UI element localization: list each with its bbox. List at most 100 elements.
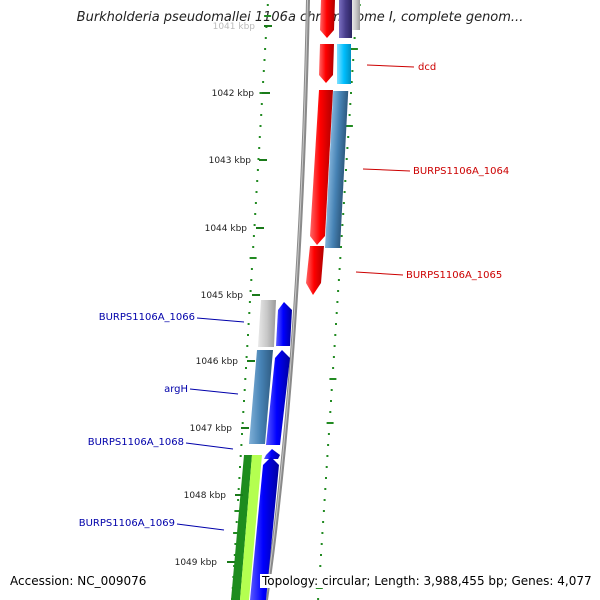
label-leader — [366, 64, 415, 68]
gc-dot — [322, 521, 325, 523]
gc-dot — [253, 224, 256, 226]
gc-dot — [235, 521, 238, 523]
gc-dot — [254, 202, 257, 204]
gc-dot — [242, 411, 245, 413]
gc-dot — [326, 455, 329, 457]
gc-dot — [317, 598, 320, 600]
gc-dot — [237, 488, 240, 490]
gc-dot — [342, 213, 345, 215]
tick-label: 1041 kbp — [213, 22, 256, 32]
gene-label-argh[interactable]: argH — [164, 384, 188, 395]
gc-dot — [330, 389, 333, 391]
feature-steel-argH — [249, 350, 273, 444]
feature-blue-1066 — [276, 302, 292, 346]
map-title: Burkholderia pseudomallei 1106a chromoso… — [76, 10, 524, 25]
feature-blue-argH — [266, 350, 290, 445]
label-leader — [355, 271, 404, 276]
gc-dot — [345, 125, 353, 127]
gc-dot — [264, 37, 267, 39]
feature-steel-1064 — [325, 91, 349, 248]
gc-dot — [244, 378, 247, 380]
gc-dot — [340, 246, 342, 248]
gc-dot — [353, 37, 356, 39]
gc-dot — [335, 312, 338, 314]
tick-label: 1042 kbp — [212, 89, 255, 99]
gc-dot — [348, 114, 351, 116]
feature-blue-1068 — [264, 449, 280, 459]
gene-labels: dcd BURPS1106A_1064 BURPS1106A_1065 BURP… — [79, 62, 509, 531]
gc-dot — [325, 477, 327, 479]
label-leader — [185, 442, 234, 450]
gc-dot — [321, 532, 324, 534]
gc-dot — [252, 246, 255, 248]
gene-label-burps1106a-1069[interactable]: BURPS1106A_1069 — [79, 518, 175, 529]
gc-dot — [346, 147, 349, 149]
gc-dot — [333, 345, 336, 347]
gc-dot — [342, 202, 345, 204]
gc-dot — [233, 554, 236, 556]
gc-dot — [264, 48, 267, 50]
feature-red-dcd — [319, 44, 334, 83]
gc-dot — [250, 279, 253, 281]
gc-dot — [260, 114, 263, 116]
tick-label: 1048 kbp — [184, 491, 227, 501]
gc-dot — [264, 15, 272, 17]
gc-dot — [341, 224, 344, 226]
gc-dot — [239, 466, 241, 468]
gc-dot — [345, 158, 348, 160]
label-leader — [362, 168, 411, 172]
gc-dot — [325, 466, 328, 468]
gene-label-burps1106a-1068[interactable]: BURPS1106A_1068 — [88, 437, 184, 448]
gc-dot — [350, 48, 358, 50]
gc-dot — [337, 279, 340, 281]
gc-dot — [233, 532, 241, 534]
gc-dot — [335, 323, 337, 325]
topology-text: Topology: circular; Length: 3,988,455 bp… — [260, 574, 594, 588]
gc-dot — [252, 235, 255, 237]
gc-dot — [320, 543, 323, 545]
gc-dot — [234, 543, 237, 545]
gc-dot — [262, 70, 265, 72]
gc-dot — [262, 81, 265, 83]
gene-label-burps1106a-1066[interactable]: BURPS1106A_1066 — [99, 312, 195, 323]
gc-dot — [327, 444, 330, 446]
gc-dot — [315, 587, 323, 589]
gc-dot — [347, 136, 350, 138]
feature-red-1065 — [306, 246, 324, 295]
gc-dot — [249, 257, 257, 259]
gc-dot — [243, 389, 246, 391]
gc-dot — [258, 136, 261, 138]
gc-dot — [243, 400, 245, 402]
gc-dot — [352, 59, 355, 61]
gene-label-burps1106a-1065[interactable]: BURPS1106A_1065 — [406, 270, 502, 281]
gc-dot — [320, 554, 322, 556]
gene-label-burps1106a-1064[interactable]: BURPS1106A_1064 — [413, 166, 509, 177]
position-ticks: 1041 kbp 1042 kbp 1043 kbp 1044 kbp 1045… — [175, 22, 272, 568]
gc-dot — [323, 499, 326, 501]
tick-label: 1043 kbp — [209, 156, 252, 166]
gc-dot — [248, 301, 251, 303]
gc-dot — [329, 411, 332, 413]
gc-dot — [238, 477, 241, 479]
gc-dot — [241, 433, 243, 435]
gc-dot — [256, 169, 259, 171]
gc-dot — [327, 433, 330, 435]
gc-dot — [340, 235, 343, 237]
gc-dot — [245, 356, 248, 358]
gc-dot — [349, 103, 352, 105]
gc-dot — [266, 4, 269, 6]
gc-dot — [248, 312, 251, 314]
gc-dot — [345, 169, 347, 171]
gc-dot — [249, 290, 252, 292]
feature-green-1069 — [231, 455, 252, 600]
gene-label-dcd[interactable]: dcd — [418, 62, 436, 73]
gc-dot — [326, 422, 334, 424]
tick-label: 1049 kbp — [175, 558, 218, 568]
feature-purple — [339, 0, 352, 38]
gc-dot — [322, 510, 325, 512]
gc-dot — [263, 59, 266, 61]
gc-dot — [254, 213, 257, 215]
gc-dot — [350, 81, 353, 83]
gc-dot — [241, 422, 244, 424]
gc-dot — [246, 345, 249, 347]
